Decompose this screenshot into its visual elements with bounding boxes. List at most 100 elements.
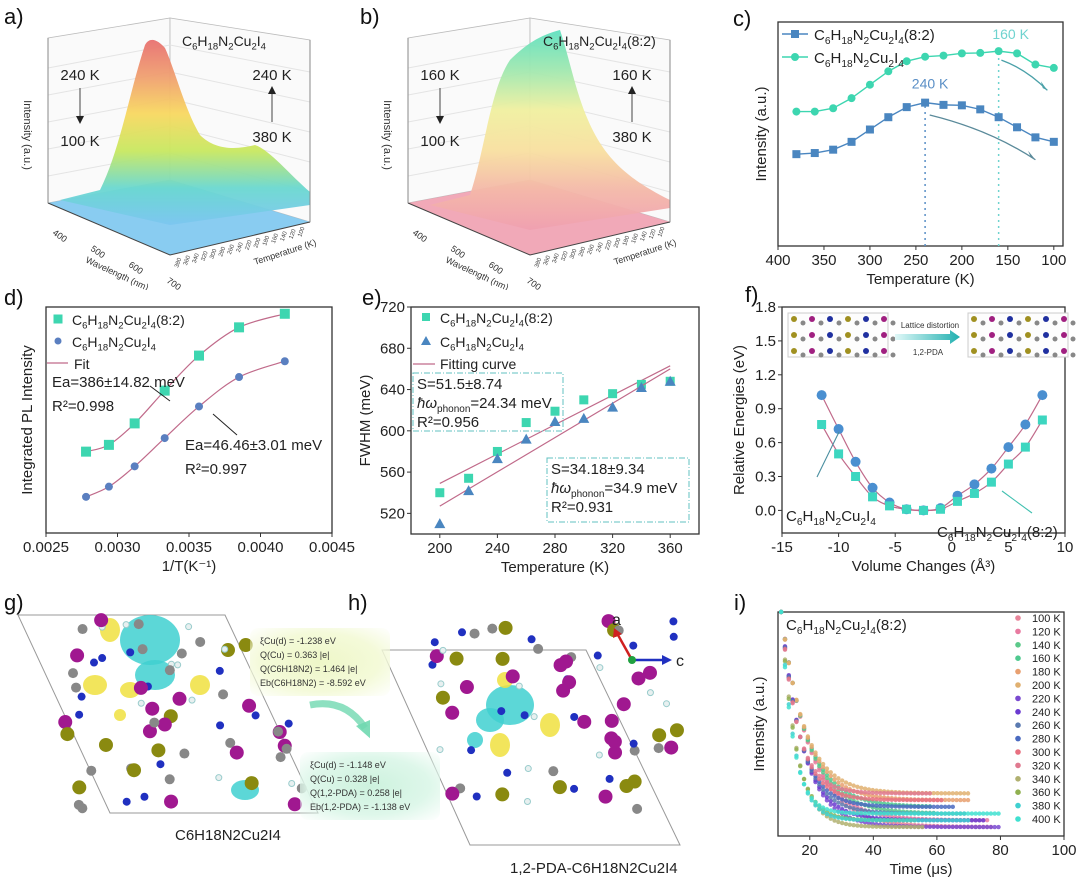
data-point	[824, 807, 830, 812]
data-point	[893, 797, 898, 803]
atom	[188, 696, 196, 704]
x-tick-label: 0.0025	[23, 539, 69, 556]
series-280k	[778, 609, 955, 810]
data-point	[1031, 133, 1040, 142]
arrow-right-icon	[895, 330, 960, 344]
data-point	[817, 756, 822, 761]
data-point	[867, 482, 878, 493]
legend-marker	[1015, 668, 1021, 675]
trend-arrow	[929, 114, 1036, 161]
atom	[242, 698, 257, 713]
atom	[98, 654, 107, 663]
atom	[215, 774, 223, 782]
atom	[445, 705, 460, 720]
data-point	[965, 818, 971, 823]
data-point	[813, 750, 818, 755]
data-point	[954, 811, 959, 816]
atom	[971, 332, 977, 338]
x-axis-label: Temperature (K)	[866, 271, 974, 288]
atom	[989, 348, 995, 354]
atom	[809, 316, 815, 322]
data-point	[862, 790, 868, 795]
data-point	[870, 790, 875, 795]
y-tick-label: 320	[561, 250, 570, 262]
data-point	[939, 824, 944, 830]
data-point	[847, 788, 853, 793]
atom	[881, 332, 887, 338]
data-point	[893, 804, 898, 809]
data-point	[855, 789, 860, 794]
atom	[140, 792, 149, 801]
data-point	[870, 811, 875, 816]
surface-peak	[60, 39, 310, 225]
x-tick-label: -15	[771, 539, 793, 556]
data-point	[828, 808, 833, 813]
atom	[487, 623, 498, 634]
data-point	[904, 824, 910, 830]
series-label: C6​H18​N2​Cu2​I4​(8:2)	[937, 524, 1058, 544]
legend-marker	[1015, 776, 1021, 782]
data-point	[931, 797, 936, 803]
data-point	[782, 647, 788, 652]
data-point	[897, 811, 902, 816]
y-axis-label: Intensity (a.u.)	[753, 86, 770, 181]
atom	[570, 712, 579, 721]
data-point	[958, 824, 963, 830]
z-axis-label: Intensity (a.u.)	[21, 100, 33, 170]
legend-label: 280 K	[1032, 734, 1061, 746]
atom	[1016, 352, 1022, 358]
data-point	[792, 150, 801, 159]
data-point	[832, 818, 837, 823]
atom	[809, 332, 815, 338]
data-point	[1003, 459, 1013, 469]
series-320k	[778, 609, 933, 796]
data-point	[893, 824, 898, 830]
y-tick-label: 180	[262, 235, 271, 247]
data-point	[834, 449, 844, 459]
data-point	[813, 803, 818, 808]
data-point	[927, 797, 933, 803]
x-tick-label: 150	[995, 252, 1020, 269]
data-point	[969, 818, 975, 823]
data-point	[984, 818, 990, 823]
legend-marker	[1015, 802, 1021, 809]
chart-i-decay: 20 40 60 80 100 Time (μs) Intensity (a.u.) 100 …	[751, 609, 1077, 878]
atom	[653, 743, 664, 754]
data-point	[874, 797, 879, 802]
fit-curve	[821, 394, 1043, 512]
atom	[593, 651, 602, 660]
data-point	[878, 811, 883, 816]
axis-a-arrow	[616, 634, 634, 661]
box-edge	[47, 202, 311, 256]
data-point	[885, 804, 891, 809]
data-point	[792, 107, 801, 116]
x-tick-label: 0	[948, 539, 956, 556]
data-point	[832, 793, 837, 799]
x-tick-label: 400	[411, 227, 429, 244]
data-point	[912, 811, 917, 816]
x-axis-label: Volume Changes (Å³)	[852, 558, 995, 575]
data-point	[942, 818, 948, 823]
y-tick-label: 680	[380, 340, 405, 357]
data-point	[996, 811, 1001, 816]
y-tick-label: 100	[297, 226, 306, 238]
data-point	[939, 797, 944, 803]
legend-label: Fitting curve	[440, 356, 516, 372]
legend-marker	[791, 53, 799, 61]
y-tick-label: 340	[192, 252, 201, 264]
atom	[164, 794, 179, 809]
grid-line	[407, 44, 531, 69]
atom	[1025, 316, 1031, 322]
x-tick-label: 0.0035	[166, 539, 212, 556]
transition-arrow	[309, 700, 368, 731]
x-tick-label: 280	[542, 540, 567, 557]
atom	[151, 743, 166, 758]
atom	[1007, 348, 1013, 354]
atom	[1043, 348, 1049, 354]
legend-label: 220 K	[1032, 693, 1061, 705]
data-point	[878, 803, 883, 809]
data-point	[957, 49, 966, 58]
atom	[503, 768, 512, 777]
chart-title: C6​H18​N2​Cu2​I4​(8:2)	[786, 617, 907, 637]
atom	[72, 780, 87, 795]
